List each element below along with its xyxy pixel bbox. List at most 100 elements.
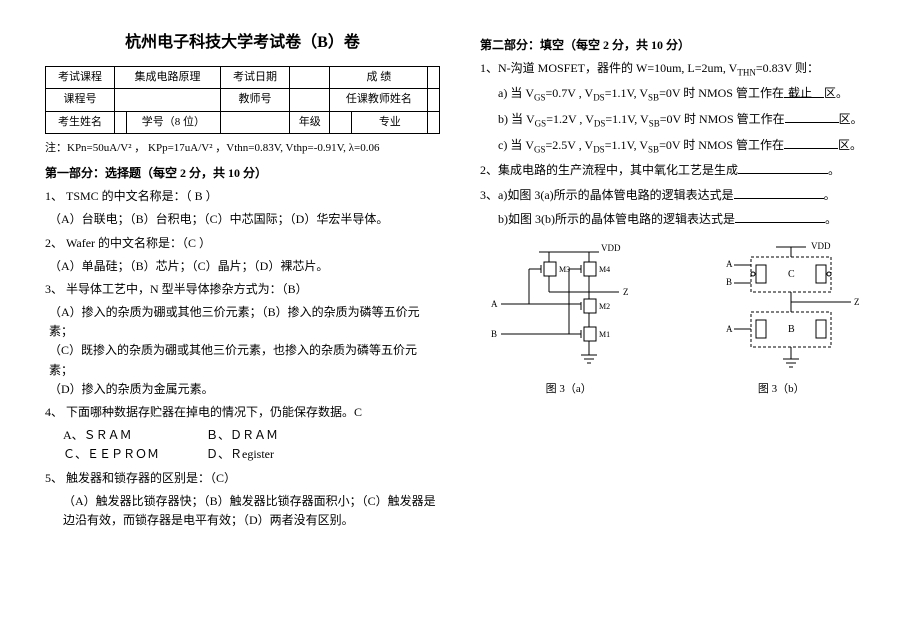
- blank: [785, 109, 839, 123]
- table-row: 课程号 教师号 任课教师姓名: [46, 89, 440, 112]
- q3-opt-c: （C）既掺入的杂质为硼或其他三价元素，也掺入的杂质为磷等五价元素；: [49, 341, 440, 379]
- figures: VDD M3 M4 Z A: [480, 237, 875, 399]
- cell: 考试日期: [220, 66, 289, 89]
- right-column: 第二部分：填空（每空 2 分，共 10 分） 1、N-沟道 MOSFET，器件的…: [480, 30, 875, 608]
- text: 。: [825, 212, 837, 226]
- r-q1b: b) 当 VGS=1.2V , VDS=1.1V, VSB=0V 时 NMOS …: [498, 109, 875, 131]
- text: 区。: [838, 138, 862, 152]
- text: 区。: [839, 112, 863, 126]
- cell: [220, 111, 289, 134]
- cell: [115, 89, 221, 112]
- text: b) 当 V: [498, 112, 535, 126]
- q4: 4、 下面哪种数据存贮器在掉电的情况下，仍能保存数据。C: [45, 403, 440, 422]
- sub: DS: [593, 92, 605, 102]
- sub: GS: [534, 144, 546, 154]
- sub: DS: [593, 144, 605, 154]
- cell: [428, 66, 440, 89]
- sub: SB: [648, 144, 659, 154]
- constants-note: 注：KPn=50uA/V² ， KPp=17uA/V² ，Vthn=0.83V,…: [45, 140, 440, 158]
- cell: 任课教师姓名: [330, 89, 428, 112]
- circuit-3a-svg: VDD M3 M4 Z A: [489, 237, 649, 377]
- q3-opt-a: （A）掺入的杂质为硼或其他三价元素；（B）掺入的杂质为磷等五价元素；: [49, 303, 440, 341]
- r-q1a: a) 当 VGS=0.7V , VDS=1.1V, VSB=0V 时 NMOS …: [498, 84, 875, 105]
- text: b)如图 3(b)所示的晶体管电路的逻辑表达式是: [498, 212, 735, 226]
- figure-3a: VDD M3 M4 Z A: [489, 237, 649, 399]
- cell: 专业: [352, 111, 428, 134]
- text: =1.1V, V: [605, 138, 648, 152]
- cell: 学号（8 位）: [126, 111, 220, 134]
- svg-text:B: B: [726, 277, 732, 287]
- text: 2、集成电路的生产流程中，其中氧化工艺是生成: [480, 163, 738, 177]
- q5-options: （A）触发器比锁存器快；（B）触发器比锁存器面积小；（C）触发器是边沿有效，而锁…: [63, 492, 440, 530]
- r-q3b: b)如图 3(b)所示的晶体管电路的逻辑表达式是 。: [498, 209, 875, 229]
- blank: [734, 185, 824, 199]
- cell: [290, 89, 330, 112]
- cell: 教师号: [220, 89, 289, 112]
- blank: 截止: [784, 84, 824, 98]
- svg-text:M1: M1: [599, 330, 610, 339]
- cell: [290, 66, 330, 89]
- q3-opt-d: （D）掺入的杂质为金属元素。: [49, 380, 440, 399]
- svg-text:M3: M3: [559, 265, 570, 274]
- text: =1.1V, V: [605, 86, 648, 100]
- left-column: 杭州电子科技大学考试卷（B）卷 考试课程 集成电路原理 考试日期 成 绩 课程号…: [45, 30, 440, 608]
- q2: 2、 Wafer 的中文名称是：（C ）: [45, 234, 440, 253]
- text: =1.2V , V: [546, 112, 594, 126]
- section-1-title: 第一部分：选择题（每空 2 分，共 10 分）: [45, 164, 440, 183]
- cell: [428, 89, 440, 112]
- circuit-3b-svg: VDD C A B Z: [696, 237, 866, 377]
- svg-text:Z: Z: [623, 287, 629, 297]
- svg-text:Z: Z: [854, 297, 860, 307]
- q4-opt-b: Ｂ、ＤＲＡＭ: [206, 428, 278, 442]
- svg-text:C: C: [788, 269, 795, 280]
- blank: [738, 160, 828, 174]
- text: 3、a)如图 3(a)所示的晶体管电路的逻辑表达式是: [480, 188, 734, 202]
- answer: 截止: [784, 86, 816, 100]
- svg-text:A: A: [726, 259, 733, 269]
- r-q3a: 3、a)如图 3(a)所示的晶体管电路的逻辑表达式是 。: [480, 185, 875, 205]
- cell: 成 绩: [330, 66, 428, 89]
- text: a) 当 V: [498, 86, 534, 100]
- text: =2.5V , V: [546, 138, 594, 152]
- cell: [428, 111, 440, 134]
- text: =1.1V, V: [605, 112, 648, 126]
- text: =0V 时 NMOS 管工作在: [659, 138, 784, 152]
- blank: [784, 135, 838, 149]
- q1-options: （A）台联电；（B）台积电；（C）中芯国际；（D）华宏半导体。: [49, 210, 440, 229]
- blank: [735, 209, 825, 223]
- q4-row2: Ｃ、ＥＥＰＲＯＭ Ｄ、Ｒegister: [63, 445, 440, 464]
- text: =0V 时 NMOS 管工作在: [660, 112, 785, 126]
- table-row: 考生姓名 学号（8 位） 年级 专业: [46, 111, 440, 134]
- text: 1、N-沟道 MOSFET，器件的 W=10um, L=2um, V: [480, 61, 737, 75]
- q4-opt-a: A、ＳＲＡＭ: [63, 426, 203, 445]
- text: =0.7V , V: [546, 86, 594, 100]
- q5: 5、 触发器和锁存器的区别是：（C）: [45, 469, 440, 488]
- cell: [115, 111, 127, 134]
- sub: GS: [534, 92, 546, 102]
- q3: 3、 半导体工艺中，N 型半导体掺杂方式为：（B）: [45, 280, 440, 299]
- r-q1c: c) 当 VGS=2.5V , VDS=1.1V, VSB=0V 时 NMOS …: [498, 135, 875, 157]
- cell: 年级: [290, 111, 330, 134]
- r-q2: 2、集成电路的生产流程中，其中氧化工艺是生成。: [480, 160, 875, 180]
- text: =0V 时 NMOS 管工作在: [659, 86, 784, 100]
- text: =0.83V 则：: [756, 61, 819, 75]
- cell: [330, 111, 352, 134]
- figure-3b-label: 图 3（b）: [696, 381, 866, 399]
- svg-text:M4: M4: [599, 265, 610, 274]
- q2-options: （A）单晶硅；（B）芯片；（C）晶片；（D）裸芯片。: [49, 257, 440, 276]
- sub: SB: [648, 92, 659, 102]
- cell: 课程号: [46, 89, 115, 112]
- section-2-title: 第二部分：填空（每空 2 分，共 10 分）: [480, 36, 875, 55]
- header-table: 考试课程 集成电路原理 考试日期 成 绩 课程号 教师号 任课教师姓名 考生姓名…: [45, 66, 440, 135]
- svg-text:B: B: [491, 329, 497, 339]
- figure-3b: VDD C A B Z: [696, 237, 866, 399]
- text: 。: [824, 188, 836, 202]
- svg-text:M2: M2: [599, 302, 610, 311]
- text: 区。: [824, 86, 848, 100]
- sub: GS: [535, 118, 547, 128]
- svg-text:A: A: [491, 299, 498, 309]
- exam-title: 杭州电子科技大学考试卷（B）卷: [45, 30, 440, 56]
- q1: 1、 TSMC 的中文名称是：（ B ）: [45, 187, 440, 206]
- q4-opt-c: Ｃ、ＥＥＰＲＯＭ: [63, 445, 203, 464]
- svg-text:VDD: VDD: [601, 243, 621, 253]
